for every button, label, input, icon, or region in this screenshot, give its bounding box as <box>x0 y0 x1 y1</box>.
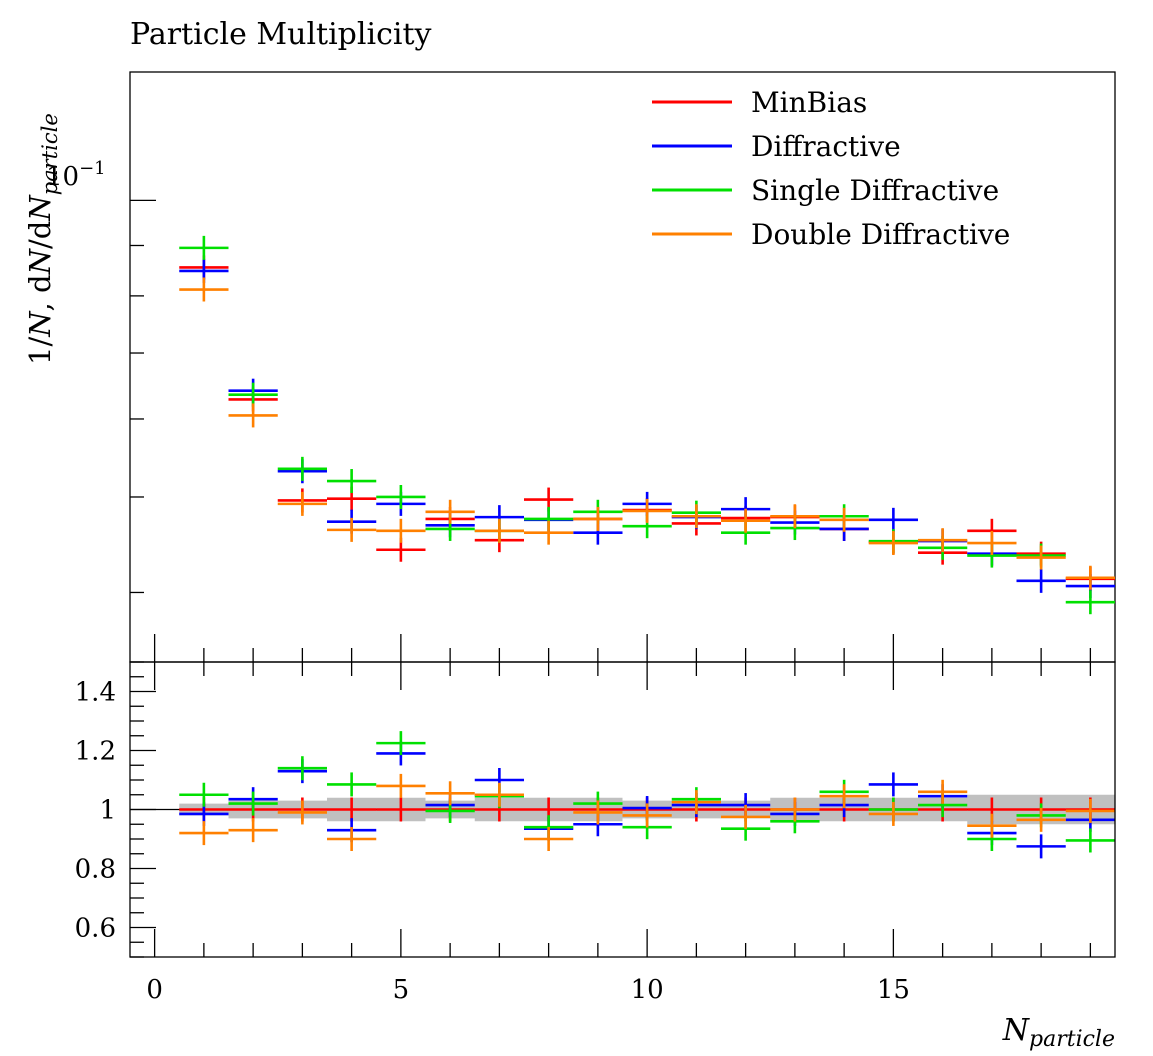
x-tick-label: 5 <box>393 975 410 1005</box>
legend: MinBias Diffractive Single Diffractive D… <box>652 86 1010 251</box>
x-axis-label: Nparticle <box>1002 1013 1115 1052</box>
legend-label-single-diffractive: Single Diffractive <box>751 174 999 207</box>
y-tick-exponent: −1 <box>79 158 106 179</box>
y-tick-label: 10−1 <box>46 158 106 192</box>
x-tick-labels: 0 5 10 15 <box>146 975 910 1005</box>
ratio-y-tick-label: 0.6 <box>75 914 116 944</box>
ylabel-part: 1/ <box>23 337 57 365</box>
ratio-y-tick-label: 0.8 <box>75 855 116 885</box>
ratio-y-tick-labels: 0.6 0.8 1 1.2 1.4 <box>75 678 116 944</box>
main-axis-ticks <box>130 199 1092 662</box>
main-panel: 10−1 <box>46 71 1116 663</box>
chart-title: Particle Multiplicity <box>130 17 432 52</box>
x-tick-label: 10 <box>631 975 664 1005</box>
ratio-y-tick-label: 1.4 <box>75 678 116 708</box>
ylabel-part: particle <box>38 113 62 195</box>
ylabel-part: , d <box>23 274 57 311</box>
ratio-y-tick-label: 1 <box>99 796 116 826</box>
ratio-data <box>179 731 1115 859</box>
x-tick-label: 15 <box>877 975 910 1005</box>
ratio-panel: 0.6 0.8 1 1.2 1.4 0 5 10 15 <box>75 661 1116 1005</box>
x-tick-label: 0 <box>146 975 163 1005</box>
ylabel-part: N <box>23 194 57 222</box>
xlabel-part: N <box>1002 1013 1031 1048</box>
legend-label-double-diffractive: Double Diffractive <box>751 218 1010 251</box>
main-data <box>179 235 1115 615</box>
ylabel-part: N <box>23 310 57 338</box>
ylabel-part: /d <box>23 221 57 249</box>
ratio-frame <box>129 661 1116 958</box>
y-tick-base: 10 <box>46 162 79 192</box>
main-frame <box>129 71 1116 663</box>
legend-label-diffractive: Diffractive <box>751 130 901 163</box>
legend-label-minbias: MinBias <box>751 86 867 119</box>
y-axis-label: 1/N, dN/dNparticle <box>23 113 62 365</box>
xlabel-part: particle <box>1029 1027 1115 1052</box>
ratio-y-tick-label: 1.2 <box>75 737 116 767</box>
ylabel-part: N <box>23 247 57 275</box>
ratio-axis-ticks <box>130 661 1092 958</box>
